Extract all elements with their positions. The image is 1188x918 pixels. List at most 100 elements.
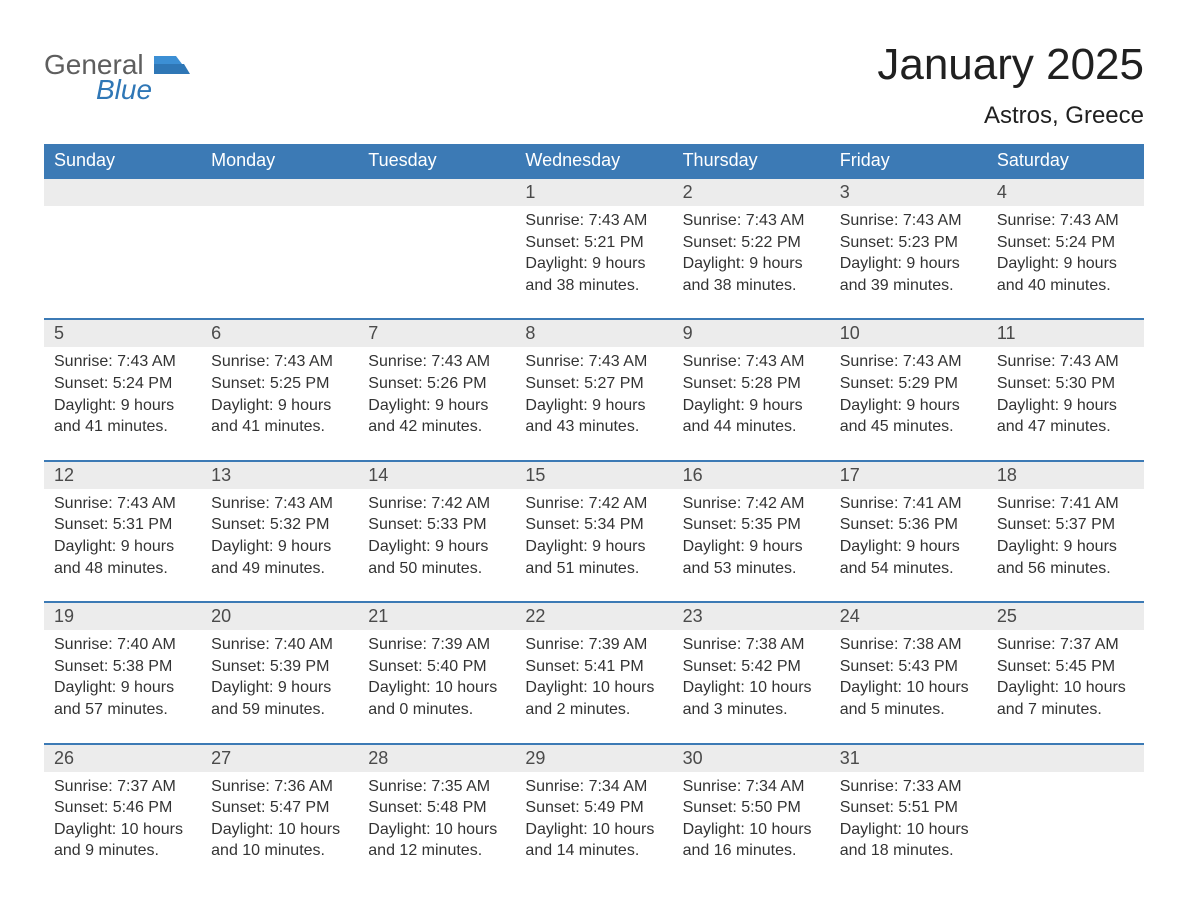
day-body: Sunrise: 7:43 AMSunset: 5:31 PMDaylight:… [44,489,201,585]
sunrise-text: Sunrise: 7:38 AM [840,634,977,656]
sunset-text: Sunset: 5:51 PM [840,797,977,819]
daylight-text: Daylight: 9 hours and 43 minutes. [525,395,662,438]
sunrise-text: Sunrise: 7:42 AM [525,493,662,515]
sunset-text: Sunset: 5:50 PM [683,797,820,819]
day-number: 16 [673,462,830,489]
sunrise-text: Sunrise: 7:35 AM [368,776,505,798]
day-cell: 30Sunrise: 7:34 AMSunset: 5:50 PMDayligh… [673,745,830,868]
daylight-text: Daylight: 9 hours and 51 minutes. [525,536,662,579]
sunset-text: Sunset: 5:38 PM [54,656,191,678]
day-cell: 26Sunrise: 7:37 AMSunset: 5:46 PMDayligh… [44,745,201,868]
day-number [987,745,1144,772]
day-cell: 6Sunrise: 7:43 AMSunset: 5:25 PMDaylight… [201,320,358,443]
day-cell: 23Sunrise: 7:38 AMSunset: 5:42 PMDayligh… [673,603,830,726]
day-header: Wednesday [515,144,672,179]
day-cell: 11Sunrise: 7:43 AMSunset: 5:30 PMDayligh… [987,320,1144,443]
day-header: Monday [201,144,358,179]
daylight-text: Daylight: 9 hours and 57 minutes. [54,677,191,720]
day-body: Sunrise: 7:43 AMSunset: 5:26 PMDaylight:… [358,347,515,443]
sunset-text: Sunset: 5:45 PM [997,656,1134,678]
day-number: 7 [358,320,515,347]
day-body: Sunrise: 7:43 AMSunset: 5:24 PMDaylight:… [987,206,1144,302]
day-cell: 22Sunrise: 7:39 AMSunset: 5:41 PMDayligh… [515,603,672,726]
day-body: Sunrise: 7:38 AMSunset: 5:42 PMDaylight:… [673,630,830,726]
day-body: Sunrise: 7:43 AMSunset: 5:23 PMDaylight:… [830,206,987,302]
sunset-text: Sunset: 5:29 PM [840,373,977,395]
sunset-text: Sunset: 5:23 PM [840,232,977,254]
sunset-text: Sunset: 5:49 PM [525,797,662,819]
sunset-text: Sunset: 5:39 PM [211,656,348,678]
calendar: SundayMondayTuesdayWednesdayThursdayFrid… [44,144,1144,868]
day-cell: 18Sunrise: 7:41 AMSunset: 5:37 PMDayligh… [987,462,1144,585]
day-body: Sunrise: 7:43 AMSunset: 5:25 PMDaylight:… [201,347,358,443]
day-body: Sunrise: 7:43 AMSunset: 5:27 PMDaylight:… [515,347,672,443]
day-number: 14 [358,462,515,489]
daylight-text: Daylight: 9 hours and 47 minutes. [997,395,1134,438]
daylight-text: Daylight: 10 hours and 16 minutes. [683,819,820,862]
daylight-text: Daylight: 10 hours and 7 minutes. [997,677,1134,720]
sunrise-text: Sunrise: 7:43 AM [54,351,191,373]
day-number: 1 [515,179,672,206]
sunset-text: Sunset: 5:28 PM [683,373,820,395]
day-number: 5 [44,320,201,347]
day-body: Sunrise: 7:42 AMSunset: 5:33 PMDaylight:… [358,489,515,585]
day-number: 23 [673,603,830,630]
sunrise-text: Sunrise: 7:40 AM [211,634,348,656]
day-cell [201,179,358,302]
day-number: 6 [201,320,358,347]
page-header: General Blue January 2025 Astros, Greece [44,40,1144,138]
day-number: 9 [673,320,830,347]
day-cell: 15Sunrise: 7:42 AMSunset: 5:34 PMDayligh… [515,462,672,585]
day-number: 17 [830,462,987,489]
sunrise-text: Sunrise: 7:41 AM [997,493,1134,515]
daylight-text: Daylight: 10 hours and 5 minutes. [840,677,977,720]
day-body: Sunrise: 7:37 AMSunset: 5:46 PMDaylight:… [44,772,201,868]
day-cell: 25Sunrise: 7:37 AMSunset: 5:45 PMDayligh… [987,603,1144,726]
day-number: 25 [987,603,1144,630]
day-cell: 13Sunrise: 7:43 AMSunset: 5:32 PMDayligh… [201,462,358,585]
day-cell [44,179,201,302]
title-block: January 2025 Astros, Greece [877,40,1144,138]
day-body: Sunrise: 7:43 AMSunset: 5:22 PMDaylight:… [673,206,830,302]
week-row: 1Sunrise: 7:43 AMSunset: 5:21 PMDaylight… [44,179,1144,302]
sunrise-text: Sunrise: 7:43 AM [54,493,191,515]
daylight-text: Daylight: 9 hours and 53 minutes. [683,536,820,579]
week-row: 5Sunrise: 7:43 AMSunset: 5:24 PMDaylight… [44,318,1144,443]
day-number: 2 [673,179,830,206]
weeks-container: 1Sunrise: 7:43 AMSunset: 5:21 PMDaylight… [44,179,1144,868]
sunset-text: Sunset: 5:22 PM [683,232,820,254]
day-number: 8 [515,320,672,347]
sunset-text: Sunset: 5:47 PM [211,797,348,819]
day-header: Tuesday [358,144,515,179]
day-number [201,179,358,206]
sunrise-text: Sunrise: 7:43 AM [683,351,820,373]
day-number: 29 [515,745,672,772]
day-number: 18 [987,462,1144,489]
day-number: 15 [515,462,672,489]
sunrise-text: Sunrise: 7:43 AM [525,351,662,373]
day-body: Sunrise: 7:43 AMSunset: 5:21 PMDaylight:… [515,206,672,302]
day-body: Sunrise: 7:43 AMSunset: 5:32 PMDaylight:… [201,489,358,585]
day-cell: 21Sunrise: 7:39 AMSunset: 5:40 PMDayligh… [358,603,515,726]
daylight-text: Daylight: 9 hours and 39 minutes. [840,253,977,296]
day-number: 22 [515,603,672,630]
daylight-text: Daylight: 10 hours and 0 minutes. [368,677,505,720]
day-body: Sunrise: 7:43 AMSunset: 5:30 PMDaylight:… [987,347,1144,443]
day-number: 12 [44,462,201,489]
day-cell: 14Sunrise: 7:42 AMSunset: 5:33 PMDayligh… [358,462,515,585]
day-body: Sunrise: 7:34 AMSunset: 5:50 PMDaylight:… [673,772,830,868]
week-row: 19Sunrise: 7:40 AMSunset: 5:38 PMDayligh… [44,601,1144,726]
sunrise-text: Sunrise: 7:36 AM [211,776,348,798]
day-number: 30 [673,745,830,772]
day-header: Saturday [987,144,1144,179]
day-header: Sunday [44,144,201,179]
daylight-text: Daylight: 10 hours and 2 minutes. [525,677,662,720]
sunrise-text: Sunrise: 7:43 AM [997,351,1134,373]
daylight-text: Daylight: 9 hours and 42 minutes. [368,395,505,438]
day-cell [358,179,515,302]
sunset-text: Sunset: 5:33 PM [368,514,505,536]
sunset-text: Sunset: 5:40 PM [368,656,505,678]
day-cell: 3Sunrise: 7:43 AMSunset: 5:23 PMDaylight… [830,179,987,302]
day-cell: 19Sunrise: 7:40 AMSunset: 5:38 PMDayligh… [44,603,201,726]
day-number: 13 [201,462,358,489]
